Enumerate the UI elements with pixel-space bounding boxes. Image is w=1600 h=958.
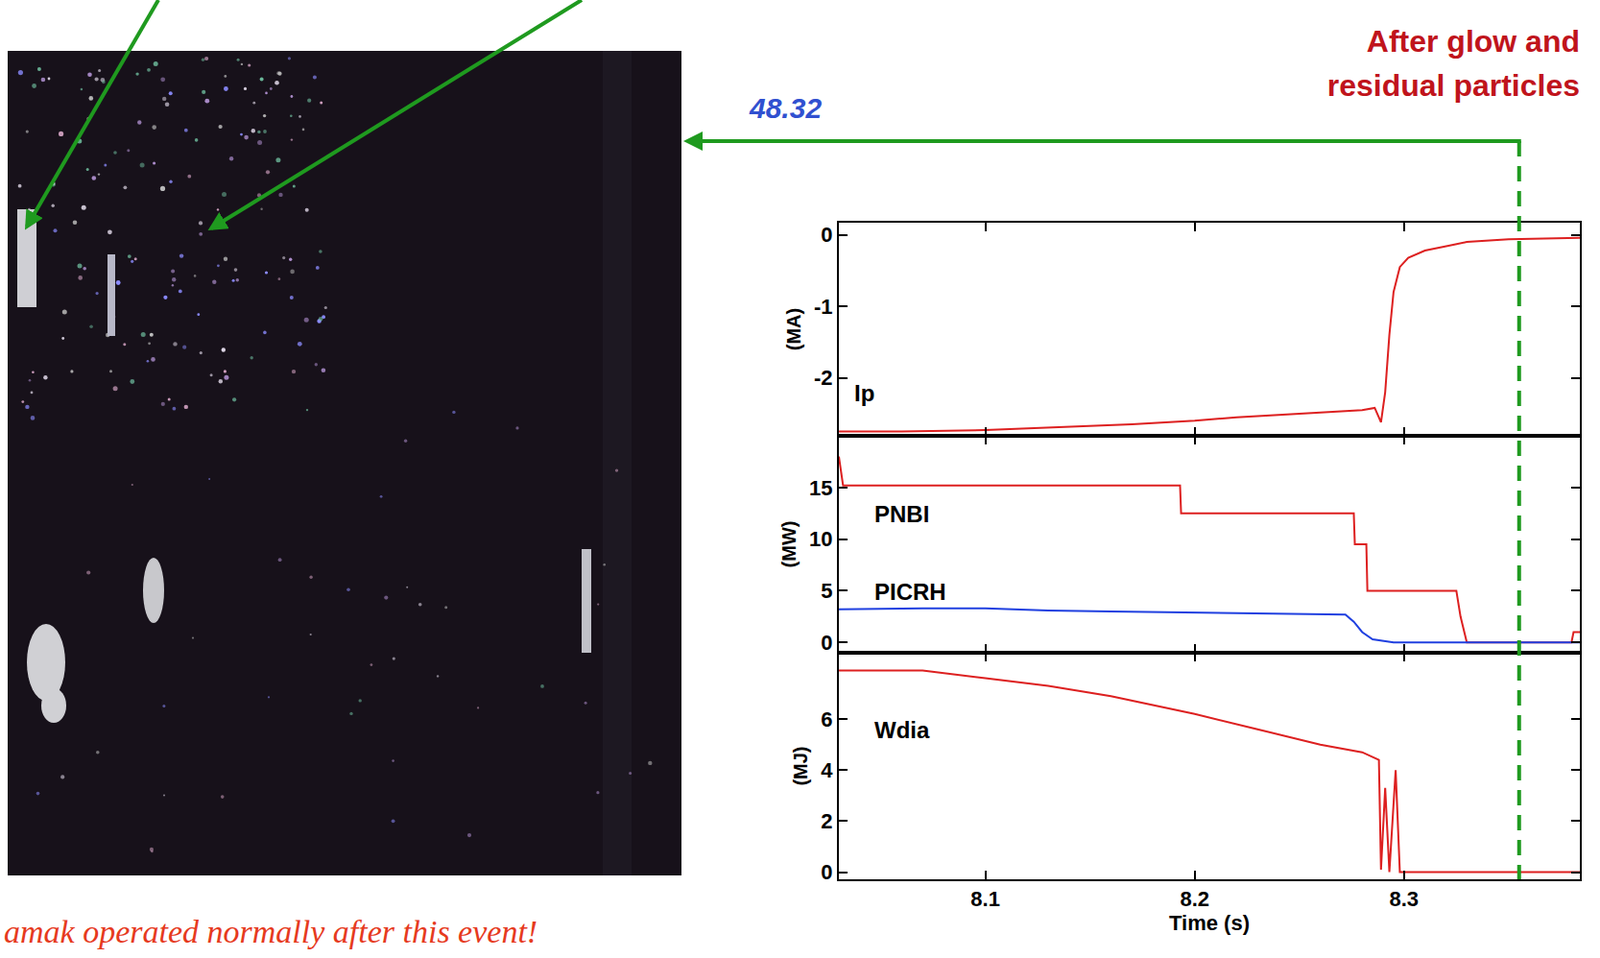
svg-text:Ip: Ip <box>854 380 875 406</box>
svg-text:0: 0 <box>820 222 833 247</box>
svg-text:0: 0 <box>820 630 833 655</box>
svg-text:48.32: 48.32 <box>748 92 822 124</box>
svg-text:amak operated normally after t: amak operated normally after this event! <box>3 913 538 950</box>
svg-text:0: 0 <box>820 859 833 884</box>
svg-text:Wdia: Wdia <box>874 716 931 743</box>
svg-text:PNBI: PNBI <box>874 501 930 527</box>
svg-text:(MW): (MW) <box>778 521 800 569</box>
svg-text:8.2: 8.2 <box>1179 886 1210 911</box>
svg-text:4: 4 <box>820 758 834 783</box>
svg-text:8.1: 8.1 <box>970 886 1001 911</box>
svg-text:2: 2 <box>820 809 833 834</box>
svg-text:5: 5 <box>820 578 833 603</box>
svg-text:After glow and: After glow and <box>1366 23 1580 59</box>
svg-text:PICRH: PICRH <box>874 578 947 605</box>
svg-text:-2: -2 <box>813 365 834 390</box>
svg-text:15: 15 <box>809 476 833 501</box>
svg-text:10: 10 <box>809 526 833 551</box>
svg-text:6: 6 <box>820 707 833 732</box>
svg-text:8.3: 8.3 <box>1389 886 1420 911</box>
svg-text:(MA): (MA) <box>783 308 805 351</box>
svg-text:residual particles: residual particles <box>1327 68 1580 103</box>
svg-text:-1: -1 <box>813 294 834 319</box>
svg-text:(MJ): (MJ) <box>789 745 812 786</box>
svg-text:Time (s): Time (s) <box>1169 910 1250 935</box>
